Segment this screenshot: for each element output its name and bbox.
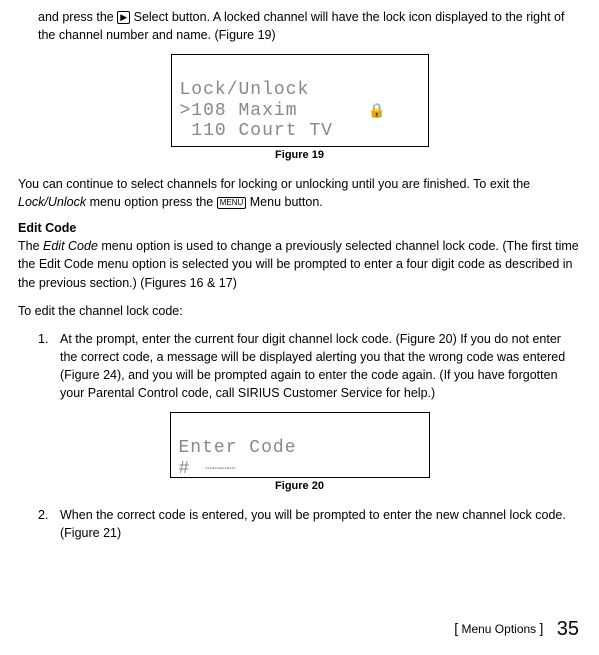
step2-text: When the correct code is entered, you wi…	[60, 508, 566, 540]
step-number-2: 2.	[38, 506, 48, 524]
page-footer: [ Menu Options ] 35	[454, 618, 579, 641]
list-item: 2. When the correct code is entered, you…	[38, 506, 581, 542]
para-continue-exit: You can continue to select channels for …	[18, 175, 581, 211]
lcd19-row1: Lock/Unlock	[180, 80, 310, 100]
edit-code-heading: Edit Code	[18, 221, 581, 235]
figure20-caption: Figure 20	[18, 480, 581, 492]
page-number: 35	[557, 618, 579, 640]
edit-code-italic: Edit Code	[43, 239, 98, 253]
lcd19-row2: >108 Maxim 🔒	[180, 101, 387, 121]
lock-icon: 🔒	[368, 104, 386, 120]
lcd-display-fig19: Lock/Unlock >108 Maxim 🔒 110 Court TV	[171, 54, 429, 147]
lock-unlock-italic: Lock/Unlock	[18, 195, 86, 209]
bracket-open: [	[454, 620, 458, 636]
bracket-close: ]	[540, 620, 544, 636]
lcd20-row1: Enter Code	[179, 438, 297, 458]
figure19-caption: Figure 19	[18, 149, 581, 161]
edit-code-lead: To edit the channel lock code:	[18, 302, 581, 320]
step-number-1: 1.	[38, 330, 48, 348]
lcd20-row2: # ┈┈┈┈	[179, 459, 235, 479]
edit-code-steps: 1. At the prompt, enter the current four…	[18, 330, 581, 403]
edit-code-para: The Edit Code menu option is used to cha…	[18, 237, 581, 291]
lcd-display-fig20: Enter Code # ┈┈┈┈	[170, 412, 430, 478]
menu-button-icon: MENU	[217, 197, 247, 209]
intro-paragraph: and press the ▶ Select button. A locked …	[18, 8, 581, 44]
step1-text: At the prompt, enter the current four di…	[60, 332, 565, 400]
list-item: 1. At the prompt, enter the current four…	[38, 330, 581, 403]
select-button-icon: ▶	[117, 11, 130, 24]
intro-text-a: and press the	[38, 10, 117, 24]
edit-code-steps-2: 2. When the correct code is entered, you…	[18, 506, 581, 542]
footer-section: Menu Options	[461, 622, 536, 636]
lcd19-row3: 110 Court TV	[180, 121, 333, 141]
